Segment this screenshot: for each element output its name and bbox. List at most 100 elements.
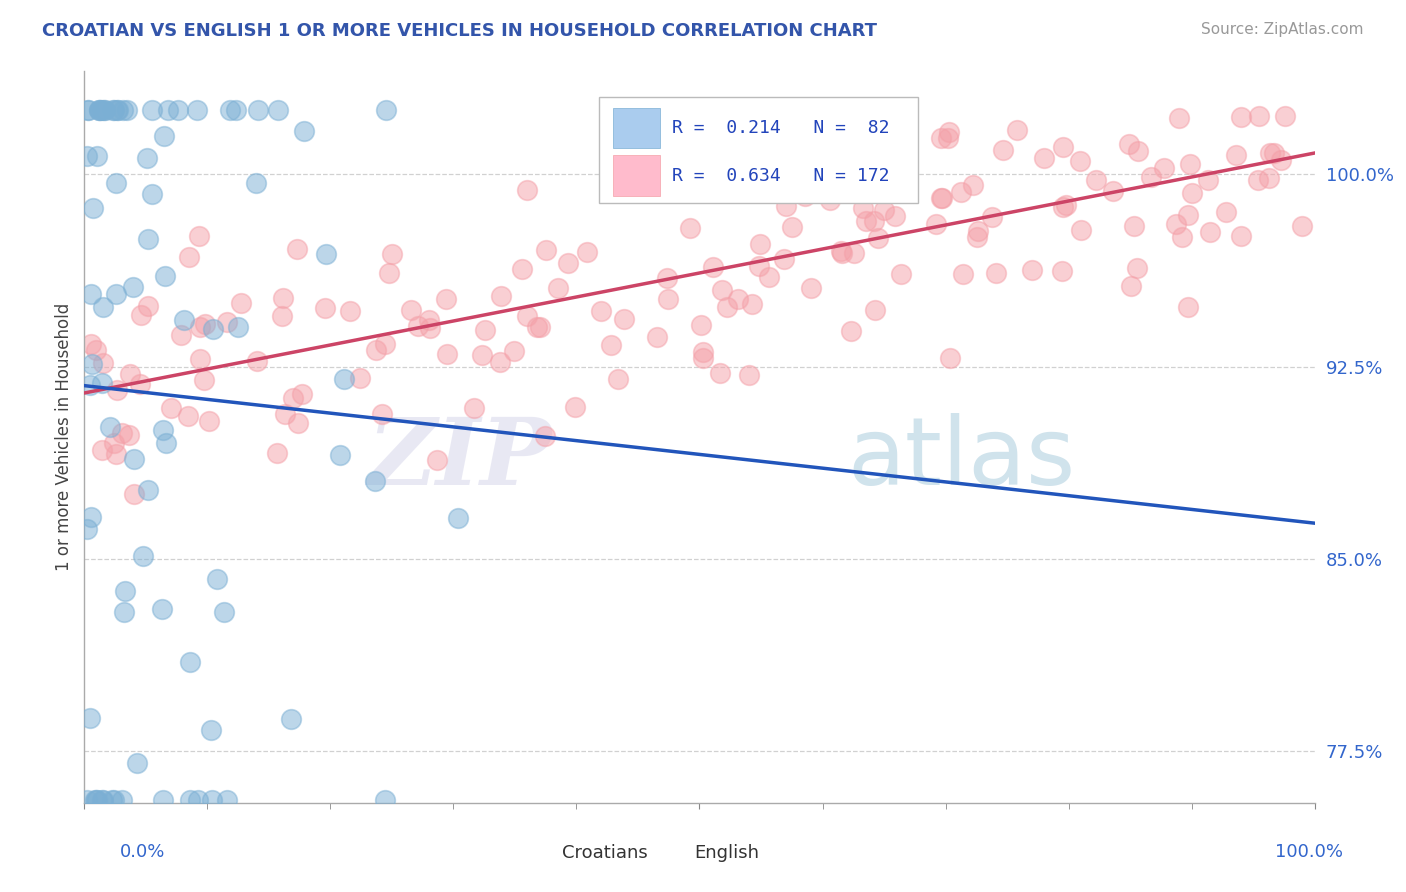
- Point: [79, 377, 101, 392]
- Point: [1225, 148, 1247, 162]
- Point: [378, 267, 401, 281]
- Point: [1263, 145, 1285, 160]
- Point: [124, 452, 146, 467]
- Point: [101, 103, 124, 117]
- Text: R =  0.214   N =  82: R = 0.214 N = 82: [672, 119, 890, 136]
- Point: [534, 429, 557, 443]
- Point: [1274, 109, 1296, 123]
- Point: [1101, 184, 1123, 198]
- Point: [1257, 170, 1279, 185]
- Point: [315, 246, 337, 260]
- Point: [929, 130, 952, 145]
- Point: [690, 318, 713, 332]
- Point: [76, 522, 98, 536]
- Point: [825, 132, 848, 146]
- Bar: [527, 841, 554, 865]
- Point: [962, 178, 984, 192]
- Point: [371, 407, 394, 421]
- Point: [1215, 205, 1237, 219]
- Point: [741, 297, 763, 311]
- Point: [991, 143, 1014, 157]
- Point: [198, 414, 221, 428]
- Point: [607, 372, 630, 386]
- Point: [645, 330, 668, 344]
- Point: [339, 304, 361, 318]
- Point: [280, 713, 302, 727]
- Point: [1181, 186, 1204, 200]
- Point: [738, 368, 761, 382]
- Point: [1177, 208, 1199, 222]
- Point: [1052, 201, 1074, 215]
- Point: [77, 103, 100, 117]
- Point: [287, 242, 309, 256]
- Point: [783, 178, 806, 193]
- Point: [755, 127, 778, 141]
- Point: [219, 103, 242, 117]
- Point: [120, 367, 142, 381]
- Point: [692, 351, 714, 365]
- Point: [82, 358, 104, 372]
- Point: [93, 103, 115, 117]
- Point: [170, 327, 193, 342]
- Point: [136, 299, 159, 313]
- Point: [103, 793, 125, 807]
- Point: [93, 300, 115, 314]
- Point: [724, 162, 747, 177]
- Point: [613, 311, 636, 326]
- Point: [679, 221, 702, 235]
- Point: [187, 793, 209, 807]
- Bar: [613, 108, 661, 148]
- Point: [1164, 217, 1187, 231]
- Point: [86, 148, 108, 162]
- Point: [868, 230, 890, 244]
- Point: [711, 283, 734, 297]
- Point: [187, 229, 209, 244]
- Point: [748, 259, 770, 273]
- Point: [201, 322, 224, 336]
- Point: [873, 202, 896, 217]
- Point: [200, 723, 222, 737]
- Point: [886, 134, 908, 148]
- Point: [1230, 229, 1253, 244]
- Point: [103, 103, 125, 117]
- Point: [112, 606, 135, 620]
- Point: [1050, 264, 1073, 278]
- Point: [136, 232, 159, 246]
- Point: [924, 217, 946, 231]
- Point: [1171, 230, 1194, 244]
- Point: [678, 177, 700, 191]
- Point: [138, 483, 160, 497]
- Point: [1291, 219, 1313, 233]
- Point: [100, 793, 122, 807]
- Point: [855, 213, 877, 227]
- Point: [167, 103, 190, 117]
- Point: [90, 793, 112, 807]
- Point: [292, 124, 315, 138]
- Point: [949, 186, 972, 200]
- Point: [179, 655, 201, 669]
- Point: [76, 793, 98, 807]
- Point: [1052, 140, 1074, 154]
- Point: [758, 269, 780, 284]
- Point: [332, 372, 354, 386]
- Point: [179, 793, 201, 807]
- Point: [929, 191, 952, 205]
- Point: [489, 355, 512, 369]
- Point: [173, 312, 195, 326]
- Point: [153, 268, 176, 283]
- Point: [329, 448, 352, 462]
- Point: [111, 426, 134, 441]
- Point: [939, 351, 962, 365]
- Point: [129, 308, 152, 322]
- Point: [349, 370, 371, 384]
- Point: [201, 793, 224, 807]
- Point: [557, 256, 579, 270]
- Point: [529, 319, 551, 334]
- Point: [246, 103, 269, 117]
- Point: [692, 345, 714, 359]
- Point: [600, 338, 623, 352]
- Point: [1126, 145, 1149, 159]
- Point: [434, 292, 457, 306]
- Point: [1056, 198, 1078, 212]
- Point: [1069, 153, 1091, 168]
